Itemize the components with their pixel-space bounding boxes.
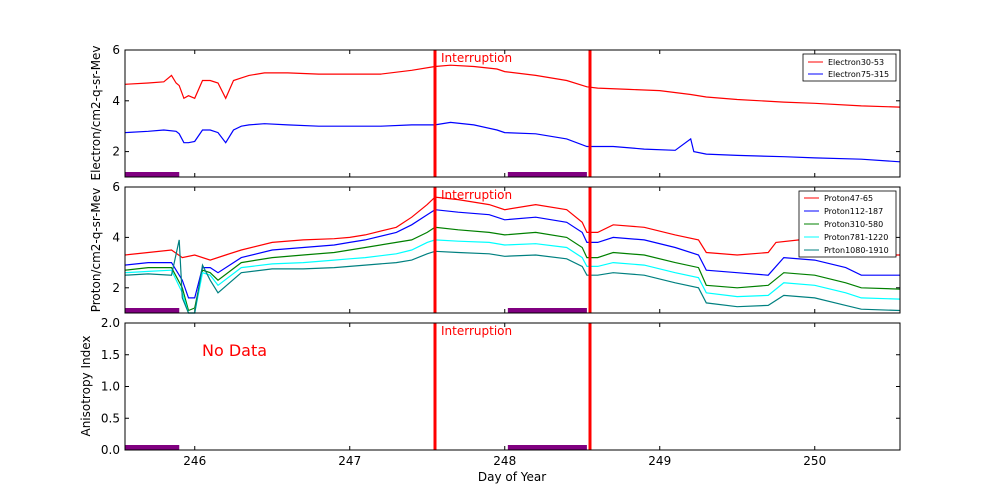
data-gap-bar-2: [507, 445, 587, 450]
legend-label-proton47-65: Proton47-65: [824, 194, 873, 203]
y-tick-label: 0.5: [101, 411, 120, 425]
electron-plot-frame: [124, 49, 901, 178]
interruption-label: Interruption: [441, 188, 512, 202]
interruption-label: Interruption: [441, 324, 512, 338]
series-line-electron75-315: [124, 121, 901, 163]
y-tick-label: 6: [112, 180, 120, 194]
proton-plot-content: Interruption: [124, 187, 901, 314]
x-tick-label: 250: [803, 454, 826, 468]
proton-y-axis-label: Proton/cm2-q-sr-Mev: [89, 188, 103, 313]
electron-panel: Electron/cm2-q-sr-Mev 2 4 6 Interruption E…: [89, 43, 901, 181]
series-line-proton112-187: [124, 209, 900, 299]
y-tick-label: 4: [112, 94, 120, 108]
y-tick-label: 1.0: [101, 380, 120, 394]
proton-plot-frame: [124, 186, 901, 314]
proton-panel: Proton/cm2-q-sr-Mev 2 4 6 Interruption Pro…: [89, 180, 901, 314]
interruption-label: Interruption: [441, 51, 512, 65]
anisotropy-y-axis-label: Anisotropy Index: [79, 335, 93, 436]
legend-label-proton781-1220: Proton781-1220: [824, 233, 888, 242]
series-line-proton47-65: [124, 196, 900, 261]
data-gap-bar-2: [507, 172, 587, 177]
x-tick-label: 246: [183, 454, 206, 468]
y-tick-label: 2.0: [101, 316, 120, 330]
no-data-annotation: No Data: [202, 341, 267, 360]
y-tick-label: 2: [112, 281, 120, 295]
legend-label-electron30-53: Electron30-53: [828, 58, 884, 67]
series-line-prton1080-1910: [124, 239, 901, 314]
legend-label-proton310-580: Proton310-580: [824, 220, 883, 229]
electron-plot-content: Interruption: [124, 50, 901, 177]
x-tick-label: 248: [493, 454, 516, 468]
electron-y-axis-label: Electron/cm2-q-sr-Mev: [89, 45, 103, 180]
series-line-proton781-1220: [124, 239, 901, 314]
y-tick-label: 0.0: [101, 443, 120, 457]
x-tick-label: 247: [338, 454, 361, 468]
series-line-electron30-53: [124, 64, 901, 108]
data-gap-bar-1: [125, 445, 180, 450]
y-tick-label: 2: [112, 145, 120, 159]
x-tick-label: 249: [648, 454, 671, 468]
legend-label-electron75-315: Electron75-315: [828, 70, 889, 79]
legend-label-proton112-187: Proton112-187: [824, 207, 883, 216]
anisotropy-panel: Anisotropy Index 0.0 0.5 1.0 1.5 2.0 Interru…: [79, 316, 901, 457]
anisotropy-y-ticks: 0.0 0.5 1.0 1.5 2.0: [101, 316, 900, 457]
legend-label-prton1080-1910: Prton1080-1910: [824, 246, 889, 255]
electron-legend: Electron30-53 Electron75-315: [802, 53, 897, 82]
series-line-proton310-580: [124, 226, 901, 312]
y-tick-label: 6: [112, 43, 120, 57]
x-axis-ticks: 246 247 248 249 250: [183, 454, 826, 468]
electron-legend-box: [802, 53, 897, 82]
anisotropy-plot-frame: [124, 322, 901, 451]
proton-legend: Proton47-65 Proton112-187 Proton310-580 …: [798, 190, 897, 258]
y-tick-label: 4: [112, 230, 120, 244]
data-gap-bar-2: [507, 308, 587, 313]
data-gap-bar-1: [125, 308, 180, 313]
x-axis-label: Day of Year: [478, 470, 546, 484]
y-tick-label: 1.5: [101, 348, 120, 362]
anisotropy-plot-content: Interruption: [125, 323, 592, 450]
data-gap-bar-1: [125, 172, 180, 177]
